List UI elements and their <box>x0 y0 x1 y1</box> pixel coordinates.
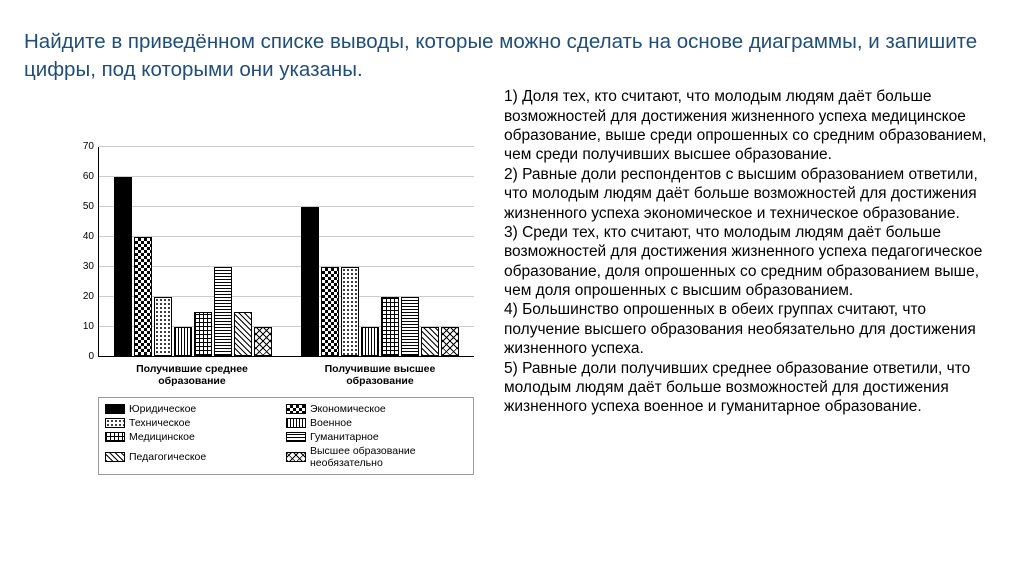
legend-item: Техническое <box>105 416 286 430</box>
bar <box>254 327 272 357</box>
bar <box>341 267 359 357</box>
legend-item: Юридическое <box>105 402 286 416</box>
legend-item: Высшее образование необязательно <box>286 444 467 470</box>
legend-item: Медицинское <box>105 430 286 444</box>
legend-swatch <box>286 418 306 428</box>
legend-swatch <box>286 432 306 442</box>
legend-label: Педагогическое <box>129 451 206 463</box>
legend-label: Медицинское <box>129 431 195 443</box>
legend: Юридическое Экономическое Техническое Военн… <box>98 397 474 475</box>
bar <box>174 327 192 357</box>
chart-column: 706050403020100 Получившие среднееобразо… <box>24 87 494 475</box>
bar <box>401 297 419 357</box>
legend-label: Гуманитарное <box>310 431 379 443</box>
bar <box>381 297 399 357</box>
bar <box>361 327 379 357</box>
plot-area <box>98 147 474 357</box>
legend-item: Военное <box>286 416 467 430</box>
legend-item: Педагогическое <box>105 444 286 470</box>
bar <box>194 312 212 357</box>
statement-5: 5) Равные доли получивших среднее образо… <box>504 359 1000 417</box>
group-labels: Получившие среднееобразованиеПолучившие … <box>98 357 474 387</box>
legend-label: Высшее образование необязательно <box>310 445 467 469</box>
legend-label: Экономическое <box>310 403 386 415</box>
bar <box>421 327 439 357</box>
bar <box>214 267 232 357</box>
legend-item: Экономическое <box>286 402 467 416</box>
legend-label: Юридическое <box>129 403 196 415</box>
bar <box>441 327 459 357</box>
bar <box>134 237 152 356</box>
legend-label: Техническое <box>129 417 190 429</box>
legend-swatch <box>105 452 125 462</box>
y-axis: 706050403020100 <box>74 147 98 357</box>
bar-group <box>99 147 287 356</box>
chart-wrap: 706050403020100 Получившие среднееобразо… <box>74 147 474 475</box>
group-label: Получившие высшееобразование <box>286 357 474 387</box>
page-title: Найдите в приведённом списке выводы, кот… <box>24 28 1000 83</box>
statement-3: 3) Среди тех, кто считают, что молодым л… <box>504 223 1000 301</box>
legend-label: Военное <box>310 417 352 429</box>
bar-group <box>287 147 475 356</box>
statements-column: 1) Доля тех, кто считают, что молодым лю… <box>504 87 1000 475</box>
bar <box>321 267 339 357</box>
legend-swatch <box>105 404 125 414</box>
group-label: Получившие среднееобразование <box>98 357 286 387</box>
bar <box>234 312 252 357</box>
content-row: 706050403020100 Получившие среднееобразо… <box>24 87 1000 475</box>
legend-swatch <box>286 404 306 414</box>
legend-item: Гуманитарное <box>286 430 467 444</box>
legend-swatch <box>105 432 125 442</box>
legend-swatch <box>105 418 125 428</box>
chart-area: 706050403020100 <box>74 147 474 357</box>
legend-swatch <box>286 452 306 462</box>
statement-2: 2) Равные доли респондентов с высшим обр… <box>504 165 1000 223</box>
statement-4: 4) Большинство опрошенных в обеих группа… <box>504 300 1000 358</box>
bar <box>114 177 132 356</box>
statement-1: 1) Доля тех, кто считают, что молодым лю… <box>504 87 1000 165</box>
bar <box>154 297 172 357</box>
bar <box>301 207 319 356</box>
